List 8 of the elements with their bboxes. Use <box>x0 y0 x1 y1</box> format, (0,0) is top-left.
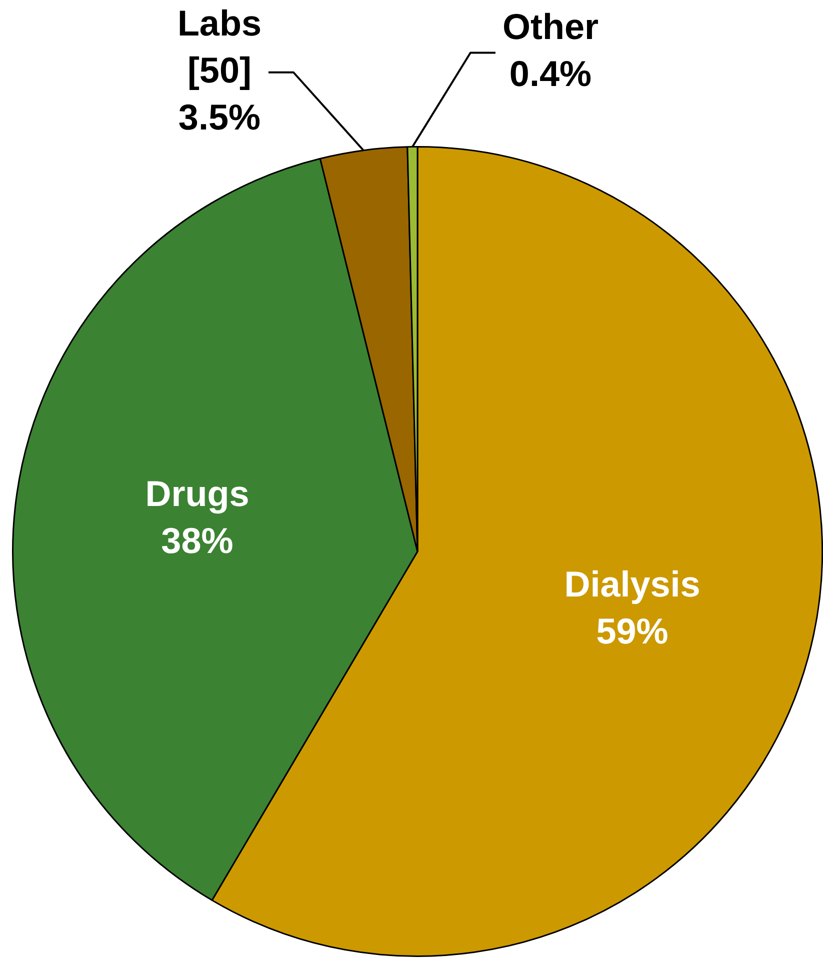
data-label: 59% <box>596 610 668 652</box>
data-label: 3.5% <box>178 96 260 138</box>
data-label: 38% <box>161 520 234 561</box>
slice-label: Other <box>502 6 598 48</box>
slice-label: Dialysis <box>564 563 700 604</box>
slice-label: Drugs <box>145 472 250 514</box>
data-label: 0.4% <box>509 53 592 94</box>
slice-label: Labs [50] <box>177 2 262 90</box>
